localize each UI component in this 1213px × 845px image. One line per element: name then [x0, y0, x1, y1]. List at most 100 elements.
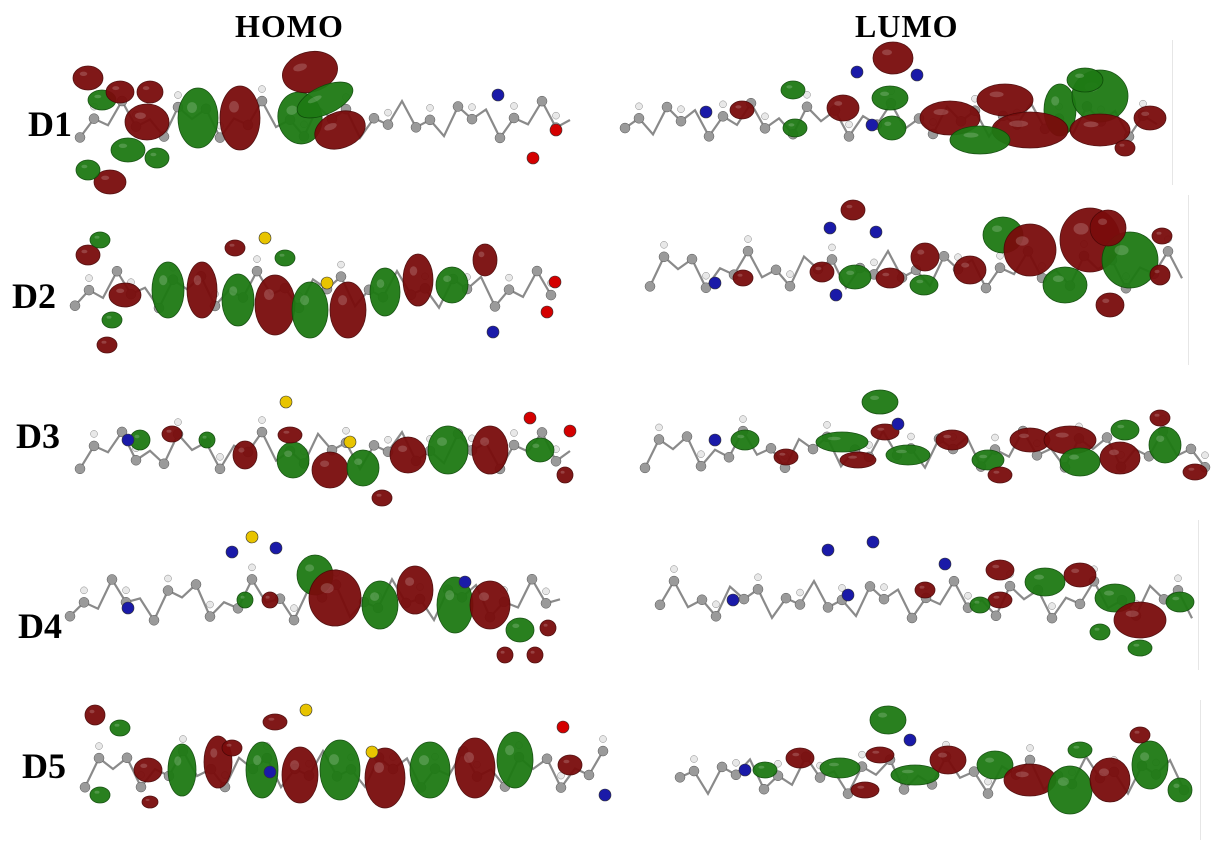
d5-lumo-positive-lobe [890, 764, 940, 786]
d1-lumo-nitrogen-atom [865, 118, 879, 132]
d1-homo-carbon-atom [382, 119, 394, 130]
d1-homo-negative-lobe [219, 85, 261, 151]
d1-homo-lobe-highlight [79, 71, 88, 76]
d4-lumo-carbon-atom [906, 612, 918, 624]
d5-homo-lobe-highlight [210, 748, 218, 758]
d4-homo-lobe-highlight [445, 590, 455, 601]
d3-lumo-carbon-atom [723, 451, 735, 463]
d5-homo-positive-lobe [89, 786, 111, 804]
d2-homo-negative-lobe [329, 281, 367, 339]
d4-homo-lobe-highlight [479, 592, 489, 601]
d4-homo-carbon-atom [246, 574, 258, 585]
d1-lumo-negative-lobe [976, 83, 1034, 117]
d2-homo-lobe-highlight [94, 235, 100, 239]
d1-lumo-nitrogen-atom [850, 65, 864, 79]
d1-lumo-lobe-highlight [989, 91, 1004, 98]
d4-homo-negative-lobe [539, 619, 557, 637]
d1-lumo-positive-lobe [780, 80, 806, 100]
d5-homo-lobe-highlight [174, 756, 182, 766]
d1-homo-hydrogen-atom [258, 85, 266, 93]
d3-lumo-positive-lobe [885, 444, 931, 466]
d4-lumo-nitrogen-atom [866, 535, 880, 549]
d2-lumo-negative-lobe [953, 255, 987, 285]
d3-homo-nitrogen-atom [121, 433, 135, 447]
d3-lumo-lobe-highlight [1188, 467, 1195, 471]
d2-homo-carbon-atom [251, 265, 263, 277]
d1-homo-carbon-atom [466, 113, 478, 125]
d4-homo-lobe-highlight [370, 592, 380, 601]
d2-lumo-lobe-highlight [1156, 231, 1162, 235]
d5-homo-negative-lobe [364, 747, 406, 809]
d2-homo-positive-lobe [435, 266, 469, 304]
d3-lumo-positive-lobe [1148, 426, 1182, 464]
d3-homo-positive-lobe [198, 431, 216, 449]
d5-homo-negative-lobe [281, 746, 319, 804]
d2-lumo-lobe-highlight [917, 249, 925, 255]
d1-lumo-hydrogen-atom [677, 105, 685, 113]
d5-lumo-lobe-highlight [1173, 783, 1180, 788]
d2-lumo-lobe-highlight [737, 273, 743, 277]
d2-homo-carbon-atom [531, 265, 543, 277]
d5-lumo-carbon-atom [688, 765, 700, 777]
d4-homo-lobe-highlight [543, 623, 548, 627]
d4-lumo-positive-lobe [1024, 567, 1066, 597]
d2-lumo-positive-lobe [1042, 266, 1088, 304]
d1-homo-carbon-atom [410, 122, 422, 133]
d2-lumo-carbon-atom [938, 250, 950, 262]
d5-lumo-lobe-highlight [792, 752, 800, 757]
d5-lumo-positive-lobe [869, 705, 907, 735]
d5-homo-lobe-highlight [140, 763, 148, 768]
d1-homo-lobe-highlight [94, 94, 102, 99]
d3-lumo-carbon-atom [653, 434, 665, 445]
d2-lumo-lobe-highlight [916, 279, 924, 284]
d5-lumo-hydrogen-atom [690, 755, 698, 763]
d4-lumo-carbon-atom [696, 594, 708, 606]
d3-homo-lobe-highlight [480, 437, 490, 446]
d5-lumo-lobe-highlight [985, 757, 995, 763]
d3-lumo-positive-lobe [730, 429, 760, 451]
d2-lumo-negative-lobe [840, 199, 866, 221]
d4-lumo-positive-lobe [1165, 591, 1195, 613]
d2-homo-carbon-atom [335, 271, 347, 282]
d2-lumo-nitrogen-atom [869, 225, 883, 239]
d1-lumo-lobe-highlight [882, 49, 892, 56]
d1-lumo-carbon-atom [801, 101, 813, 113]
d5-homo-lobe-highlight [94, 790, 100, 794]
d3-lumo-carbon-atom [681, 431, 693, 442]
d2-homo-hydrogen-atom [337, 260, 345, 269]
d1-lumo-lobe-highlight [1141, 111, 1150, 116]
d5-lumo-positive-lobe [1067, 741, 1093, 759]
d1-lumo-hydrogen-atom [761, 112, 769, 121]
d1-homo-lobe-highlight [286, 105, 298, 115]
d1-homo-negative-lobe [124, 103, 170, 141]
d4-homo-negative-lobe [496, 646, 514, 664]
d2-homo-oxygen-atom [548, 275, 562, 289]
d2-homo-lobe-highlight [116, 288, 125, 293]
d1-lumo-lobe-highlight [1051, 96, 1060, 106]
d2-homo-negative-lobe [108, 282, 142, 308]
d3-lumo-carbon-atom [765, 443, 777, 454]
d4-homo-sulfur-atom [245, 530, 259, 544]
d2-homo-positive-lobe [101, 311, 123, 329]
panel-divider-3 [1198, 520, 1199, 670]
d4-lumo-lobe-highlight [1104, 590, 1114, 596]
d1-lumo-nitrogen-atom [699, 105, 713, 119]
d5-homo-nitrogen-atom [263, 765, 277, 779]
d1-homo-carbon-atom [74, 132, 86, 143]
d2-lumo-lobe-highlight [815, 266, 822, 271]
d5-lumo-positive-lobe [752, 761, 778, 779]
d5-homo-lobe-highlight [374, 762, 384, 773]
d4-homo-carbon-atom [190, 579, 202, 590]
d1-homo-negative-lobe [72, 65, 104, 91]
d3-homo-carbon-atom [256, 426, 268, 438]
d5-lumo-hydrogen-atom [774, 759, 782, 768]
d2-homo-lobe-highlight [229, 286, 238, 296]
d3-homo-lobe-highlight [354, 458, 363, 465]
d3-homo-negative-lobe [371, 489, 393, 507]
d2-lumo-carbon-atom [994, 262, 1006, 274]
d5-homo-negative-lobe [454, 737, 496, 799]
d2-homo-lobe-highlight [229, 243, 235, 247]
d1-homo-lobe-highlight [324, 122, 337, 131]
d2-lumo-lobe-highlight [1154, 269, 1160, 274]
d5-lumo-lobe-highlight [857, 785, 865, 789]
